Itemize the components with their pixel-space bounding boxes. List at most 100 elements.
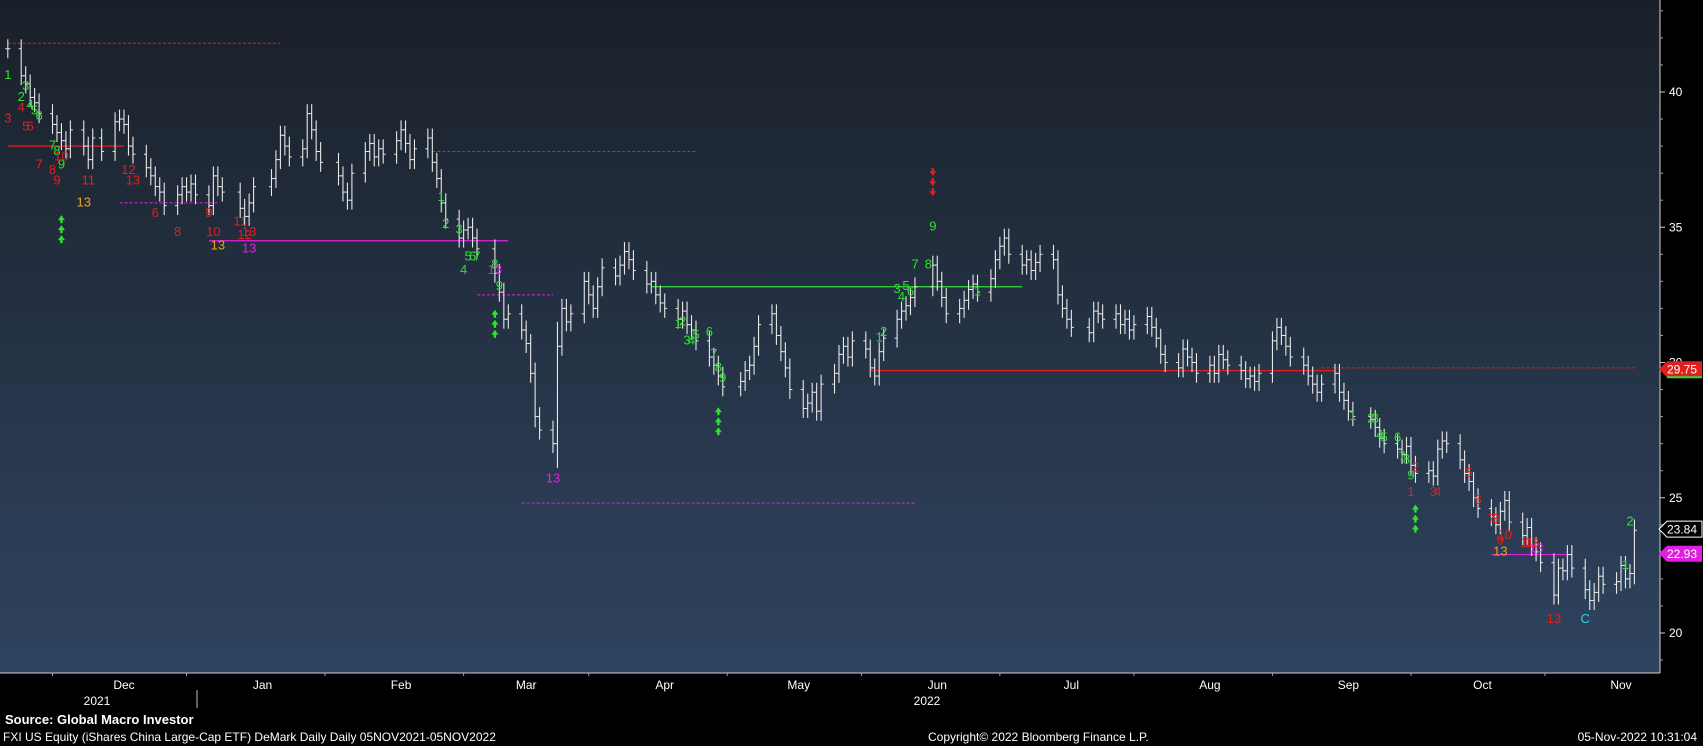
ohlc-bar <box>1287 336 1293 367</box>
buy-arrow <box>1411 504 1419 533</box>
x-tick-label: Apr <box>655 678 674 692</box>
ohlc-bar <box>912 277 918 308</box>
y-tick-label: 40 <box>1669 85 1683 99</box>
ohlc-bar <box>99 128 105 161</box>
x-tick-label: Jan <box>253 678 272 692</box>
count-label: 3 <box>1372 411 1379 426</box>
count-label: 3 <box>22 78 29 93</box>
source-label: Source: Global Macro Investor <box>5 712 194 727</box>
count-label: 1 <box>4 67 11 82</box>
ohlc-bar <box>693 320 699 351</box>
count-label: 2 <box>880 324 887 339</box>
ohlc-bar <box>1193 353 1199 383</box>
count-label: 13 <box>1547 611 1561 626</box>
count-label: 2 <box>1412 459 1419 474</box>
ohlc-bar <box>849 331 855 367</box>
x-tick-label: May <box>787 678 810 692</box>
count-label: 5 <box>902 278 909 293</box>
ohlc-bar <box>1319 374 1325 402</box>
ohlc-bar <box>90 128 96 170</box>
count-label: 12 <box>121 162 135 177</box>
count-label: C <box>1581 611 1590 626</box>
price-tag-label: 22.93 <box>1667 547 1697 561</box>
count-label: 13 <box>242 224 256 239</box>
count-label: 2 <box>1626 514 1633 529</box>
count-label: 8 <box>925 257 932 272</box>
count-label: 11 <box>1520 535 1534 550</box>
count-label: 3 <box>893 281 900 296</box>
count-label: 1 <box>876 330 883 345</box>
ohlc-bar <box>1131 315 1137 340</box>
x-tick-label: Jul <box>1064 678 1079 692</box>
ohlc-bar <box>662 293 668 318</box>
ohlc-bar <box>1631 519 1637 585</box>
ohlc-bar <box>1006 228 1012 264</box>
price-tag: 29.75 <box>1659 361 1702 379</box>
count-label: 4 <box>27 97 34 112</box>
count-label: 6 <box>27 119 34 134</box>
count-label: 10 <box>206 224 220 239</box>
count-label: 13 <box>77 194 91 209</box>
count-label: 13 <box>488 262 502 277</box>
ohlc-bar <box>1538 542 1544 573</box>
x-year-label: 2021 <box>84 694 111 708</box>
ohlc-bar <box>630 250 636 280</box>
count-label: 4 <box>1376 427 1383 442</box>
count-label: 1 <box>1407 484 1414 499</box>
x-year-label: 2022 <box>914 694 941 708</box>
count-label: 9 <box>53 173 60 188</box>
count-label: 13 <box>1493 543 1507 558</box>
count-label: 5 <box>1381 430 1388 445</box>
count-label: 12 <box>237 227 251 242</box>
x-tick-label: Mar <box>516 678 537 692</box>
ohlc-bar <box>1100 304 1106 329</box>
x-tick-label: Dec <box>113 678 134 692</box>
ohlc-bar <box>1350 401 1356 427</box>
ohlc-bar <box>505 304 511 329</box>
count-label: 9 <box>205 205 212 220</box>
x-axis: Dec Jan Feb Mar Apr May Jun Jul Aug Sep Oct Nov 2021… <box>0 672 1660 708</box>
ohlc-bar <box>1444 431 1450 454</box>
count-label: 8 <box>1492 511 1499 526</box>
count-label: 4 <box>1434 484 1441 499</box>
ohlc-bar <box>251 177 257 213</box>
ohlc-bar <box>286 136 292 167</box>
ohlc-bar <box>1068 309 1074 337</box>
count-label: 9 <box>1407 468 1414 483</box>
count-label: 8 <box>53 143 60 158</box>
x-tick-label: Sep <box>1338 678 1360 692</box>
ohlc-bar <box>787 358 793 400</box>
count-label: 1 <box>438 189 445 204</box>
signal-arrows <box>57 168 1419 533</box>
x-tick-label: Nov <box>1610 678 1631 692</box>
count-label: 2 <box>442 216 449 231</box>
buy-arrow <box>57 215 65 244</box>
ohlc-bar <box>975 274 981 302</box>
count-label: 13 <box>546 470 560 485</box>
ohlc-bar <box>349 163 355 210</box>
plot-background <box>0 0 1660 673</box>
count-label: 5 <box>464 248 471 263</box>
buy-arrow <box>491 309 499 338</box>
count-label: 13 <box>126 173 140 188</box>
count-label: 2 <box>18 89 25 104</box>
ohlc-bar <box>1600 566 1606 594</box>
ohlc-bar <box>219 177 225 202</box>
ohlc-bar <box>943 288 949 324</box>
count-label: 13 <box>211 238 225 253</box>
count-label: 6 <box>469 248 476 263</box>
count-label: 2 <box>1367 411 1374 426</box>
count-label: 6 <box>35 108 42 123</box>
count-label: 9 <box>929 219 936 234</box>
ohlc-bar <box>1506 490 1512 532</box>
ohlc-bar <box>818 374 824 421</box>
count-label: 7 <box>710 346 717 361</box>
buy-arrow <box>714 407 722 436</box>
ohlc-bar <box>5 39 11 59</box>
x-tick-label: Aug <box>1199 678 1220 692</box>
ohlc-bar <box>192 174 198 205</box>
count-label: 9 <box>1497 532 1504 547</box>
count-label: 2 <box>679 313 686 328</box>
